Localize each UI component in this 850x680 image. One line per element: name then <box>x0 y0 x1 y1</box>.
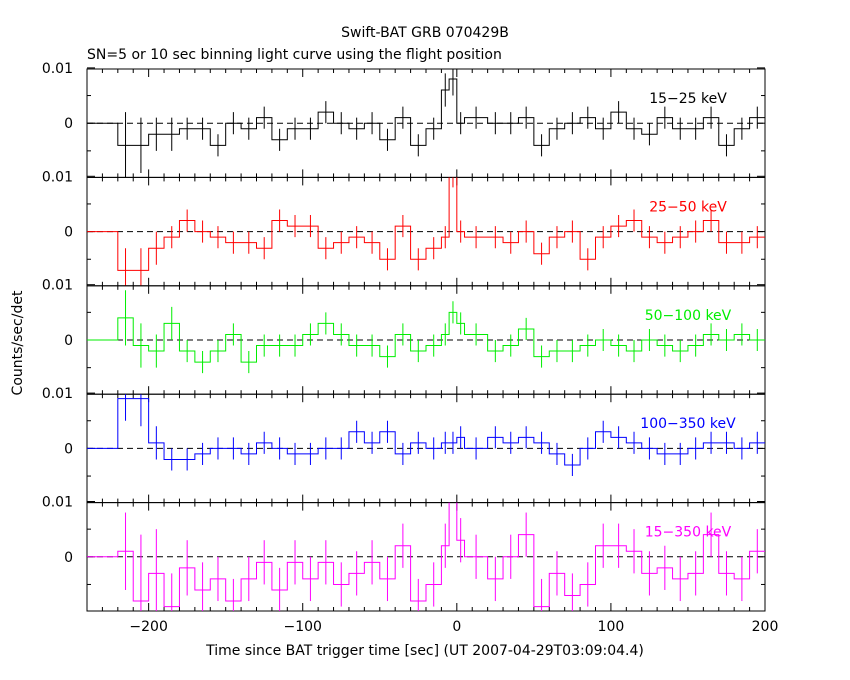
series-2 <box>87 177 765 286</box>
series-5 <box>87 502 765 612</box>
histogram-line <box>87 502 765 608</box>
y-tick-label: 0 <box>64 333 73 349</box>
y-tick-label: 0.01 <box>42 386 73 402</box>
y-tick-label: 0.01 <box>42 169 73 185</box>
panel-1: 0 0.01 15−25 keV <box>42 61 766 178</box>
panel-label: 50−100 keV <box>645 308 732 324</box>
x-tick-label: −100 <box>284 619 322 635</box>
panel-4: 0 0.01 100−350 keV <box>42 386 766 504</box>
series-4 <box>87 394 765 477</box>
panel-label: 100−350 keV <box>640 416 736 432</box>
panel-label: 15−25 keV <box>649 91 727 107</box>
series-3 <box>87 290 765 374</box>
y-axis-label: Counts/sec/det <box>10 290 26 395</box>
y-tick-label: 0 <box>64 225 73 241</box>
series-1 <box>87 69 765 178</box>
y-tick-label: 0 <box>64 441 73 457</box>
chart-subtitle: SN=5 or 10 sec binning light curve using… <box>87 47 502 63</box>
x-tick-label: 0 <box>452 619 461 635</box>
x-tick-label: 100 <box>598 619 625 635</box>
y-tick-label: 0 <box>64 116 73 132</box>
x-tick-label: −200 <box>129 619 167 635</box>
panel-label: 25−50 keV <box>649 199 727 215</box>
chart-title: Swift-BAT GRB 070429B <box>341 25 509 41</box>
y-tick-label: 0.01 <box>42 61 73 77</box>
panel-2: 0 0.01 25−50 keV <box>42 169 766 287</box>
histogram-line <box>87 78 765 146</box>
y-tick-label: 0 <box>64 550 73 566</box>
panel-5: 0 0.01 15−350 keV <box>42 494 766 612</box>
panel-3: 0 0.01 50−100 keV <box>42 278 766 395</box>
y-tick-label: 0.01 <box>42 278 73 294</box>
x-axis-label: Time since BAT trigger time [sec] (UT 20… <box>205 643 644 659</box>
x-tick-label: 200 <box>752 619 779 635</box>
panel-label: 15−350 keV <box>645 525 732 541</box>
panels-group: 0 0.01 15−25 keV 0 0.01 25−50 keV 0 0.01 50−100 … <box>42 61 779 635</box>
histogram-line <box>87 177 765 271</box>
y-tick-label: 0.01 <box>42 494 73 510</box>
